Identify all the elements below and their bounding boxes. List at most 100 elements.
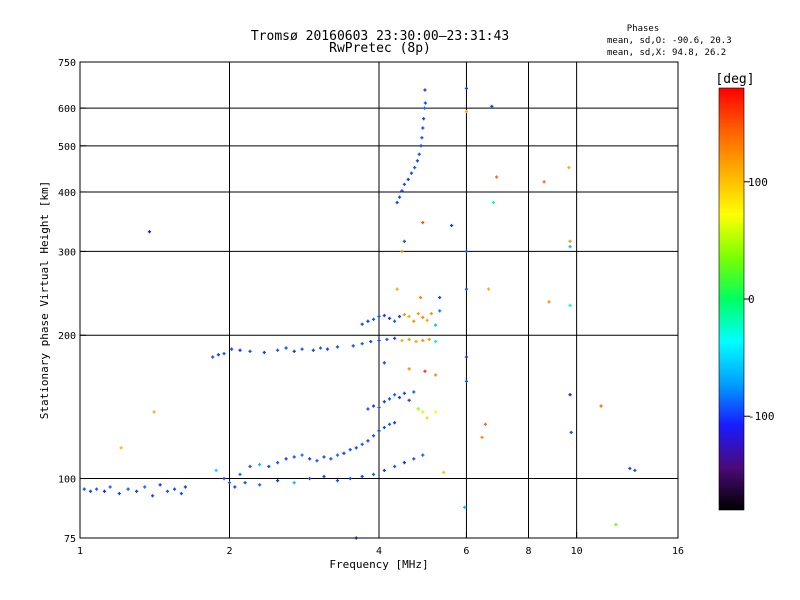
- data-point: [425, 416, 429, 420]
- data-point: [463, 505, 467, 509]
- data-point: [464, 287, 469, 291]
- data-point: [407, 337, 411, 342]
- data-point: [377, 405, 381, 410]
- data-point: [567, 166, 571, 170]
- data-point: [487, 287, 491, 291]
- colorbar-tick-label: 0: [748, 293, 755, 306]
- data-point: [420, 136, 424, 140]
- data-point: [342, 451, 346, 455]
- data-point: [412, 390, 416, 394]
- data-point: [628, 466, 632, 471]
- data-point: [360, 342, 364, 346]
- y-axis-label: Stationary phase Virtual Height [km]: [38, 181, 51, 419]
- data-point: [415, 159, 420, 163]
- data-point: [490, 104, 494, 109]
- data-point: [322, 474, 326, 479]
- data-point: [542, 180, 546, 184]
- y-tick-label: 500: [58, 142, 76, 153]
- data-point: [412, 319, 416, 323]
- data-point: [94, 487, 99, 491]
- data-point: [315, 459, 319, 463]
- data-point: [407, 367, 411, 371]
- data-point: [400, 338, 404, 343]
- data-point: [382, 313, 386, 318]
- x-tick-label: 2: [226, 546, 232, 557]
- data-point: [88, 489, 93, 493]
- data-point: [165, 489, 170, 493]
- data-points: [82, 86, 637, 540]
- data-point: [425, 318, 429, 322]
- data-point: [397, 195, 402, 199]
- data-point: [433, 373, 438, 377]
- data-point: [418, 295, 423, 300]
- colorbar-title: [deg]: [715, 72, 754, 87]
- data-point: [423, 369, 427, 373]
- y-tick-label: 750: [58, 58, 76, 69]
- data-point: [292, 455, 296, 459]
- data-point: [491, 200, 496, 205]
- data-point: [483, 422, 487, 426]
- data-point: [284, 457, 288, 461]
- x-tick-label: 8: [525, 546, 531, 557]
- data-point: [243, 481, 247, 485]
- data-point: [292, 349, 296, 353]
- y-axis-ticks: 75 100 200 300 400 500 600 750: [58, 58, 86, 545]
- data-point: [292, 481, 296, 485]
- data-point: [433, 410, 438, 414]
- data-point: [494, 175, 499, 179]
- data-point: [126, 487, 130, 491]
- data-point: [392, 336, 397, 340]
- data-point: [233, 485, 237, 489]
- data-point: [382, 361, 386, 365]
- data-point: [300, 453, 304, 457]
- data-point: [413, 166, 417, 170]
- data-point: [433, 323, 438, 327]
- data-point: [416, 407, 420, 411]
- x-axis-ticks: 1 2 4 6 8 10 16: [77, 532, 684, 557]
- data-point: [348, 448, 352, 452]
- data-point: [238, 472, 242, 477]
- data-point: [258, 483, 262, 487]
- data-point: [433, 339, 438, 344]
- data-point: [276, 348, 280, 352]
- data-point: [276, 479, 280, 483]
- data-point: [214, 468, 218, 473]
- data-point: [464, 86, 469, 91]
- data-point: [395, 287, 399, 291]
- data-point: [421, 338, 425, 343]
- data-point: [382, 468, 386, 473]
- data-point: [366, 439, 370, 443]
- y-tick-label: 100: [58, 475, 76, 486]
- data-point: [480, 435, 484, 440]
- data-point: [387, 316, 392, 320]
- data-point: [369, 339, 373, 344]
- data-point: [414, 339, 418, 344]
- chart-subtitle: RwPretec (8p): [329, 41, 431, 56]
- data-point: [421, 126, 425, 130]
- data-point: [366, 319, 370, 323]
- data-point: [387, 422, 392, 426]
- data-point: [216, 353, 221, 357]
- x-tick-label: 16: [672, 546, 684, 557]
- grid-lines: [80, 62, 678, 538]
- data-point: [371, 472, 376, 477]
- data-point: [395, 200, 399, 205]
- data-point: [382, 400, 386, 404]
- data-point: [449, 223, 454, 228]
- data-point: [407, 314, 411, 319]
- data-point: [311, 348, 315, 352]
- data-point: [360, 322, 364, 326]
- data-point: [387, 397, 392, 401]
- data-point: [360, 474, 364, 479]
- data-point: [335, 453, 340, 457]
- data-point: [183, 485, 187, 489]
- data-point: [102, 489, 107, 493]
- data-point: [351, 344, 355, 348]
- data-point: [402, 239, 407, 243]
- data-point: [377, 338, 381, 343]
- data-point: [300, 347, 304, 351]
- data-point: [158, 483, 162, 487]
- data-point: [222, 476, 226, 481]
- y-tick-label: 75: [64, 534, 76, 545]
